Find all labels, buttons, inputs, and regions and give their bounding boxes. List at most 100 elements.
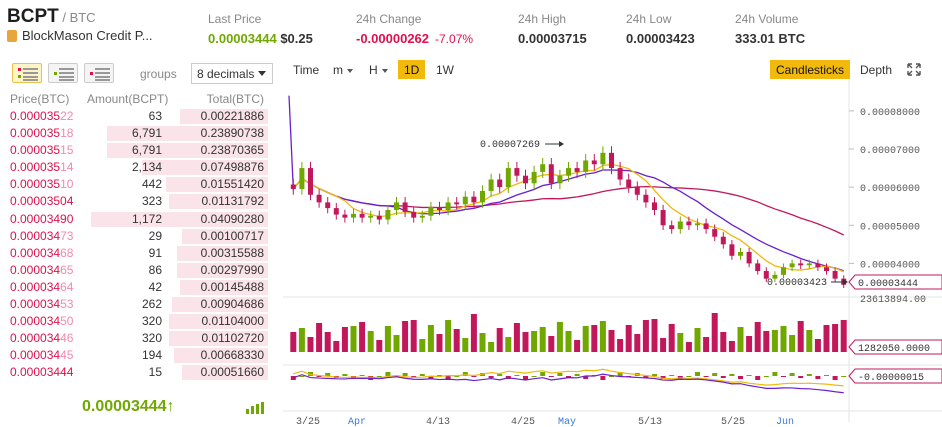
ask-amount: 320	[141, 331, 162, 346]
ask-row[interactable]: 0.00003518 6,791 0.23890738	[0, 125, 272, 142]
candle-body	[695, 223, 700, 226]
macd-bar	[720, 376, 726, 378]
ask-row[interactable]: 0.00003510 442 0.01551420	[0, 176, 272, 193]
macd-bar	[566, 376, 571, 378]
ask-row[interactable]: 0.00003522 63 0.00221886	[0, 108, 272, 125]
ask-price: 0.00003468	[10, 245, 74, 260]
min-price-annotation: 0.00003423	[767, 278, 827, 289]
ask-price: 0.00003510	[10, 177, 74, 192]
time-button[interactable]: Time	[293, 63, 320, 77]
volume-current-tag-box	[848, 339, 942, 355]
view-asks-button[interactable]	[84, 63, 114, 83]
ask-row[interactable]: 0.00003453 262 0.00904686	[0, 296, 272, 313]
ask-amount: 6,791	[131, 143, 162, 158]
ask-total: 0.01102720	[201, 331, 264, 346]
candle-body	[351, 213, 356, 218]
depth-bar	[179, 279, 268, 295]
pair-fullname[interactable]: BlockMason Credit P...	[7, 28, 153, 43]
last-price-stat: Last Price 0.00003444 $0.25	[208, 12, 313, 46]
ask-row[interactable]: 0.00003464 42 0.00145488	[0, 279, 272, 296]
y-tick-label: 0.00008000	[860, 108, 920, 119]
view-both-button[interactable]	[12, 63, 42, 83]
volume-bar	[436, 334, 443, 352]
signal-bars-icon[interactable]	[246, 402, 264, 414]
x-tick-label: Apr	[348, 417, 366, 427]
volume-bar	[453, 329, 460, 352]
change-stat: 24h Change -0.00000262 -7.07%	[356, 12, 473, 46]
ask-row[interactable]: 0.00003444 15 0.00051660	[0, 364, 272, 381]
ask-row[interactable]: 0.00003473 29 0.00100717	[0, 228, 272, 245]
interval-1w-button[interactable]: 1W	[436, 63, 454, 77]
ask-total: 0.00297990	[200, 262, 264, 277]
price-chart[interactable]: 0.00007269 0.00003423 0.00008000 0.0000700…	[283, 80, 942, 427]
candle-body	[368, 215, 374, 218]
volume-bar	[565, 331, 572, 352]
order-book-last-price: 0.00003444↑	[10, 395, 268, 421]
volume-bar	[642, 320, 649, 352]
macd-bar	[428, 376, 434, 379]
depth-bar	[168, 331, 268, 347]
candle-body	[548, 164, 554, 184]
ask-price: 0.00003518	[10, 126, 74, 141]
ask-price: 0.00003464	[10, 279, 74, 294]
candle-body	[471, 196, 477, 203]
macd-bar	[548, 376, 554, 377]
ask-price: 0.00003515	[10, 143, 74, 158]
macd-bar	[643, 376, 649, 378]
candle-body	[566, 168, 571, 176]
interval-1d-button[interactable]: 1D	[398, 60, 426, 79]
expand-icon[interactable]	[901, 60, 927, 79]
candle-body	[609, 152, 614, 169]
ask-amount: 29	[148, 228, 162, 243]
candlesticks-tab[interactable]: Candlesticks	[770, 60, 851, 79]
ask-row[interactable]: 0.00003515 6,791 0.23870365	[0, 142, 272, 159]
ask-total: 0.23890738	[200, 126, 264, 141]
up-arrow-icon: ↑	[166, 398, 175, 415]
volume-bar	[737, 327, 744, 352]
ask-row[interactable]: 0.00003465 86 0.00297990	[0, 262, 272, 279]
ask-row[interactable]: 0.00003450 320 0.01104000	[0, 313, 272, 330]
macd-bar	[686, 376, 692, 377]
macd-bar	[574, 374, 580, 376]
macd-bar	[385, 372, 391, 376]
volume-bar	[625, 325, 632, 352]
chevron-down-icon	[258, 71, 266, 76]
macd-bar	[497, 374, 503, 376]
ask-amount: 1,172	[131, 211, 162, 226]
candle-body	[746, 251, 752, 264]
ask-row[interactable]: 0.00003445 194 0.00668330	[0, 347, 272, 364]
macd-bar	[342, 374, 348, 376]
price-column-header: Price(BTC)	[10, 92, 70, 106]
volume-bar	[290, 332, 297, 352]
decimals-select[interactable]: 8 decimals	[191, 63, 273, 84]
book-asks-icon	[90, 68, 110, 81]
ask-row[interactable]: 0.00003468 91 0.00315588	[0, 245, 272, 262]
ask-row[interactable]: 0.00003504 323 0.01131792	[0, 193, 272, 210]
ask-row[interactable]: 0.00003446 320 0.01102720	[0, 330, 272, 347]
volume-bar	[660, 338, 667, 352]
volume-bar	[307, 337, 314, 352]
candle-body	[798, 263, 804, 266]
ask-row[interactable]: 0.00003514 2,134 0.07498876	[0, 159, 272, 176]
macd-bar	[772, 372, 778, 376]
ask-rows: 0.00003522 63 0.00221886 0.00003518 6,791 0.2…	[0, 108, 272, 382]
ask-amount: 323	[141, 194, 162, 209]
ask-amount: 2,134	[131, 160, 162, 175]
pair-quote: / BTC	[58, 10, 96, 25]
depth-tab[interactable]: Depth	[860, 63, 893, 77]
ask-amount: 86	[148, 262, 162, 277]
minutes-dropdown[interactable]: m	[327, 60, 359, 79]
volume-bar	[384, 326, 391, 352]
candle-body	[626, 179, 632, 188]
ma-mid-line	[288, 95, 844, 272]
view-bids-button[interactable]	[48, 63, 78, 83]
macd-bar	[660, 376, 666, 379]
ask-row[interactable]: 0.00003490 1,172 0.04090280	[0, 211, 272, 228]
depth-bar	[107, 143, 268, 159]
current-price-tag-box	[848, 274, 942, 290]
pair-symbol: BCPT / BTC	[7, 6, 96, 27]
ask-price: 0.00003450	[10, 314, 74, 329]
volume-bar	[470, 314, 477, 352]
volume-label: 24h Volume	[735, 12, 799, 26]
hours-dropdown[interactable]: H	[363, 60, 394, 79]
